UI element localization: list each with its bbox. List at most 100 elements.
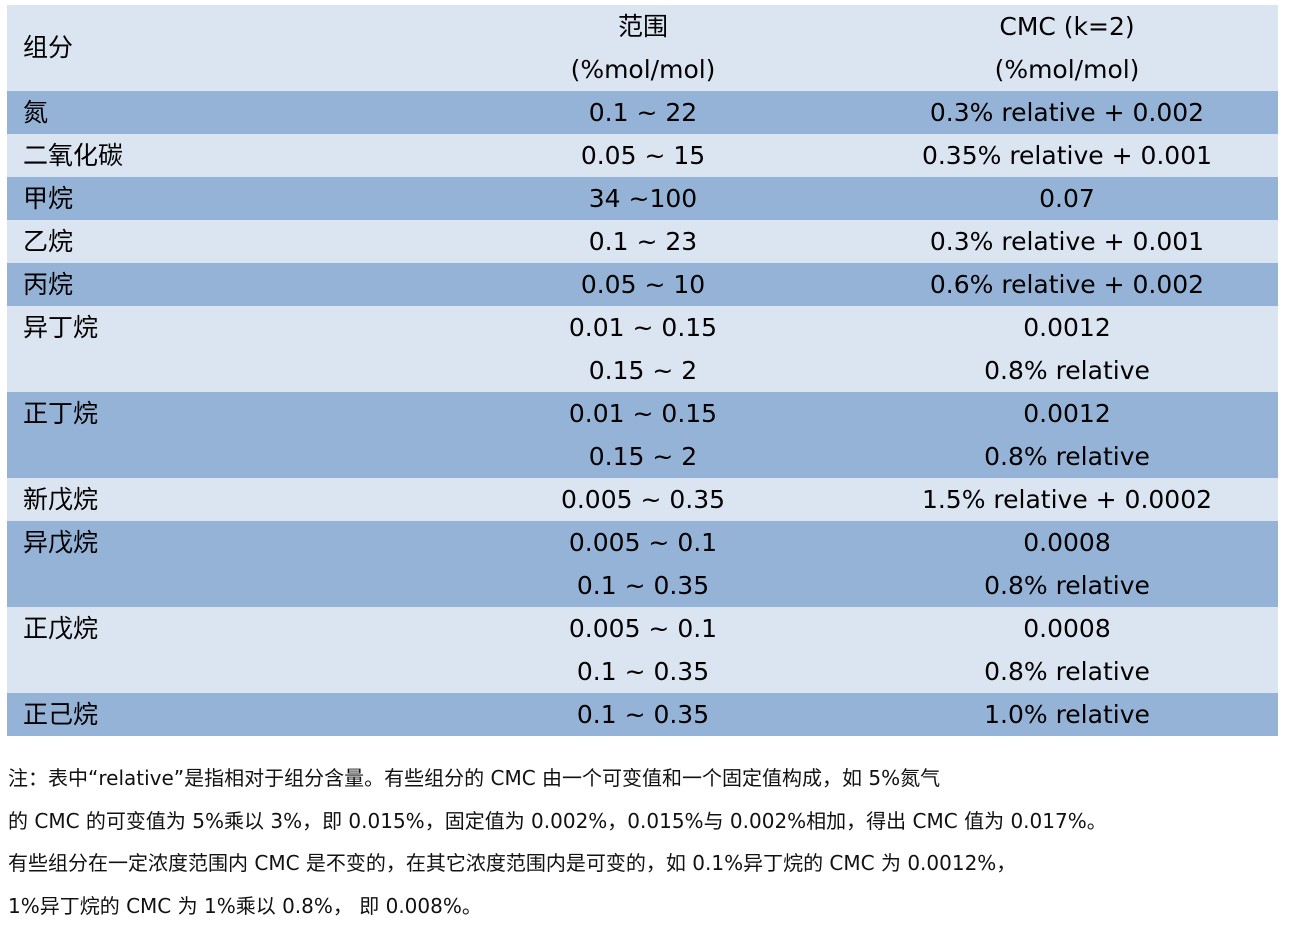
table-cell: 乙烷 — [7, 220, 430, 263]
table-row: 二氧化碳 0.05 ~ 15 0.35% relative + 0.001 — [7, 134, 1278, 177]
table-cell: 0.1 ~ 0.35 — [430, 693, 856, 736]
cmc-value: 0.8% relative — [984, 571, 1150, 600]
table-cell: 异丁烷 — [7, 306, 430, 392]
table-cell: 0.0012 0.8% relative — [856, 392, 1278, 478]
table-cell: 0.6% relative + 0.002 — [856, 263, 1278, 306]
header-text: (%mol/mol) — [994, 55, 1140, 84]
range-value: 0.1 ~ 0.35 — [576, 571, 710, 600]
range-value: 0.1 ~ 0.35 — [576, 700, 710, 729]
note-line: 的 CMC 的可变值为 5%乘以 3%，即 0.015%，固定值为 0.002%… — [8, 808, 1107, 833]
cmc-value: 0.3% relative + 0.001 — [929, 227, 1205, 256]
cmc-value: 1.5% relative + 0.0002 — [921, 485, 1213, 514]
range-value: 0.01 ~ 0.15 — [568, 399, 718, 428]
cmc-value: 0.07 — [1039, 184, 1095, 213]
range-value: 0.1 ~ 0.35 — [576, 657, 710, 686]
header-text: 组分 — [23, 33, 74, 62]
table-cell: 正戊烷 — [7, 607, 430, 693]
range-value: 0.1 ~ 23 — [588, 227, 698, 256]
range-value: 0.15 ~ 2 — [588, 356, 698, 385]
table-row: 异丁烷 0.01 ~ 0.15 0.15 ~ 2 0.0012 0.8% relativ… — [7, 306, 1278, 392]
table-cell: 正丁烷 — [7, 392, 430, 478]
cmc-value: 0.35% relative + 0.001 — [921, 141, 1213, 170]
component-name: 异戊烷 — [23, 528, 99, 557]
range-value: 0.1 ~ 22 — [588, 98, 698, 127]
cmc-value: 0.8% relative — [984, 657, 1150, 686]
component-name: 异丁烷 — [23, 313, 99, 342]
table-cell: 0.0012 0.8% relative — [856, 306, 1278, 392]
range-value: 0.05 ~ 10 — [580, 270, 706, 299]
component-name: 正戊烷 — [23, 614, 99, 643]
table-cell: 0.35% relative + 0.001 — [856, 134, 1278, 177]
table-body: 组分 范围 (%mol/mol) CMC (k=2) (%mol/mol) 氮 0.1 ~ … — [7, 5, 1278, 736]
table-cell: 0.3% relative + 0.002 — [856, 91, 1278, 134]
range-value: 0.05 ~ 15 — [580, 141, 706, 170]
table-cell: 0.01 ~ 0.15 0.15 ~ 2 — [430, 306, 856, 392]
table-cell: 34 ~100 — [430, 177, 856, 220]
table-cell: 0.005 ~ 0.1 0.1 ~ 0.35 — [430, 521, 856, 607]
component-name: 乙烷 — [23, 227, 74, 256]
range-value: 0.005 ~ 0.35 — [560, 485, 726, 514]
table-cell: 新戊烷 — [7, 478, 430, 521]
table-row: 甲烷 34 ~100 0.07 — [7, 177, 1278, 220]
table-cell: 0.005 ~ 0.35 — [430, 478, 856, 521]
table-cell: 正己烷 — [7, 693, 430, 736]
table-row: 氮 0.1 ~ 22 0.3% relative + 0.002 — [7, 91, 1278, 134]
component-name: 正己烷 — [23, 700, 99, 729]
cmc-value: 0.0012 — [1023, 399, 1111, 428]
table-cell: CMC (k=2) (%mol/mol) — [856, 5, 1278, 91]
header-text: 范围 — [617, 12, 668, 41]
note: 注：表中“relative”是指相对于组分含量。有些组分的 CMC 由一个可变值… — [8, 757, 1107, 927]
component-name: 新戊烷 — [23, 485, 99, 514]
table-cell: 范围 (%mol/mol) — [430, 5, 856, 91]
cmc-value: 0.3% relative + 0.002 — [929, 98, 1205, 127]
table-row: 新戊烷 0.005 ~ 0.35 1.5% relative + 0.0002 — [7, 478, 1278, 521]
table-row: 丙烷 0.05 ~ 10 0.6% relative + 0.002 — [7, 263, 1278, 306]
table-cell: 0.05 ~ 10 — [430, 263, 856, 306]
header-text: (%mol/mol) — [570, 55, 716, 84]
table-cell: 0.1 ~ 23 — [430, 220, 856, 263]
table-cell: 甲烷 — [7, 177, 430, 220]
table-cell: 0.01 ~ 0.15 0.15 ~ 2 — [430, 392, 856, 478]
component-name: 甲烷 — [23, 184, 74, 213]
cmc-value: 0.0008 — [1023, 614, 1111, 643]
header-text: CMC (k=2) — [999, 12, 1135, 41]
cmc-value: 1.0% relative — [984, 700, 1150, 729]
table-row: 正戊烷 0.005 ~ 0.1 0.1 ~ 0.35 0.0008 0.8% relat… — [7, 607, 1278, 693]
range-value: 34 ~100 — [588, 184, 698, 213]
table-cell: 二氧化碳 — [7, 134, 430, 177]
cmc-value: 0.0012 — [1023, 313, 1111, 342]
component-name: 二氧化碳 — [23, 141, 124, 170]
table-cell: 0.005 ~ 0.1 0.1 ~ 0.35 — [430, 607, 856, 693]
table-cell: 0.07 — [856, 177, 1278, 220]
table-cell: 0.3% relative + 0.001 — [856, 220, 1278, 263]
cmc-value: 0.0008 — [1023, 528, 1111, 557]
data-table: 组分 范围 (%mol/mol) CMC (k=2) (%mol/mol) 氮 0.1 ~ … — [7, 5, 1278, 736]
table-cell: 异戊烷 — [7, 521, 430, 607]
range-value: 0.15 ~ 2 — [588, 442, 698, 471]
table-cell: 0.0008 0.8% relative — [856, 607, 1278, 693]
table-cell: 0.0008 0.8% relative — [856, 521, 1278, 607]
note-line: 有些组分在一定浓度范围内 CMC 是不变的，在其它浓度范围内是可变的，如 0.1… — [8, 851, 1017, 875]
cmc-value: 0.8% relative — [984, 442, 1150, 471]
table-row: 异戊烷 0.005 ~ 0.1 0.1 ~ 0.35 0.0008 0.8% relat… — [7, 521, 1278, 607]
table-cell: 1.5% relative + 0.0002 — [856, 478, 1278, 521]
table-cell: 0.1 ~ 22 — [430, 91, 856, 134]
table-row: 正丁烷 0.01 ~ 0.15 0.15 ~ 2 0.0012 0.8% relativ… — [7, 392, 1278, 478]
table-cell: 丙烷 — [7, 263, 430, 306]
table-row: 乙烷 0.1 ~ 23 0.3% relative + 0.001 — [7, 220, 1278, 263]
header-row: 组分 范围 (%mol/mol) CMC (k=2) (%mol/mol) — [7, 5, 1278, 91]
cmc-value: 0.8% relative — [984, 356, 1150, 385]
cmc-value: 0.6% relative + 0.002 — [929, 270, 1205, 299]
note-line: 注：表中“relative”是指相对于组分含量。有些组分的 CMC 由一个可变值… — [8, 766, 941, 790]
note-line: 1%异丁烷的 CMC 为 1%乘以 0.8%， 即 0.008%。 — [8, 893, 482, 918]
range-value: 0.005 ~ 0.1 — [568, 528, 718, 557]
component-name: 正丁烷 — [23, 399, 99, 428]
range-value: 0.01 ~ 0.15 — [568, 313, 718, 342]
table-cell: 氮 — [7, 91, 430, 134]
range-value: 0.005 ~ 0.1 — [568, 614, 718, 643]
component-name: 丙烷 — [23, 270, 74, 299]
table-cell: 组分 — [7, 5, 430, 91]
component-name: 氮 — [23, 98, 49, 127]
table-cell: 1.0% relative — [856, 693, 1278, 736]
